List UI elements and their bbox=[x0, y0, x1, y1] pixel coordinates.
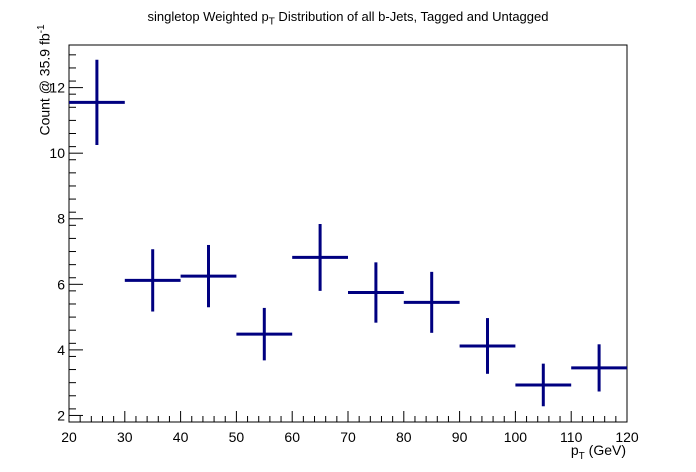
x-tick-label: 100 bbox=[504, 429, 528, 445]
x-tick-label: 110 bbox=[560, 429, 583, 445]
title-suffix: Distribution of all b-Jets, Tagged and U… bbox=[274, 9, 549, 24]
y-tick-label: 2 bbox=[57, 407, 65, 423]
y-tick-label: 4 bbox=[57, 342, 65, 358]
title-sub: T bbox=[268, 16, 275, 28]
x-axis-label-sub: T bbox=[578, 450, 585, 462]
x-tick-label: 120 bbox=[615, 429, 639, 445]
y-tick-label: 12 bbox=[49, 80, 65, 96]
x-axis-label-main: p bbox=[570, 442, 579, 458]
y-tick-label: 6 bbox=[57, 276, 65, 292]
x-axis-label: pT (GeV) bbox=[571, 442, 626, 462]
title-prefix: singletop Weighted p bbox=[147, 9, 269, 24]
x-tick-label: 90 bbox=[452, 429, 468, 445]
x-axis-label-unit: (GeV) bbox=[584, 442, 626, 458]
x-tick-label: 40 bbox=[173, 429, 189, 445]
x-tick-label: 30 bbox=[117, 429, 133, 445]
x-tick-label: 80 bbox=[396, 429, 412, 445]
y-tick-label: 8 bbox=[57, 211, 65, 227]
x-tick-label: 50 bbox=[229, 429, 245, 445]
chart-title: singletop Weighted pT Distribution of al… bbox=[0, 9, 696, 28]
x-tick-label: 70 bbox=[340, 429, 356, 445]
x-tick-label: 20 bbox=[61, 429, 77, 445]
y-tick-label: 10 bbox=[49, 145, 65, 161]
x-tick-label: 60 bbox=[284, 429, 300, 445]
